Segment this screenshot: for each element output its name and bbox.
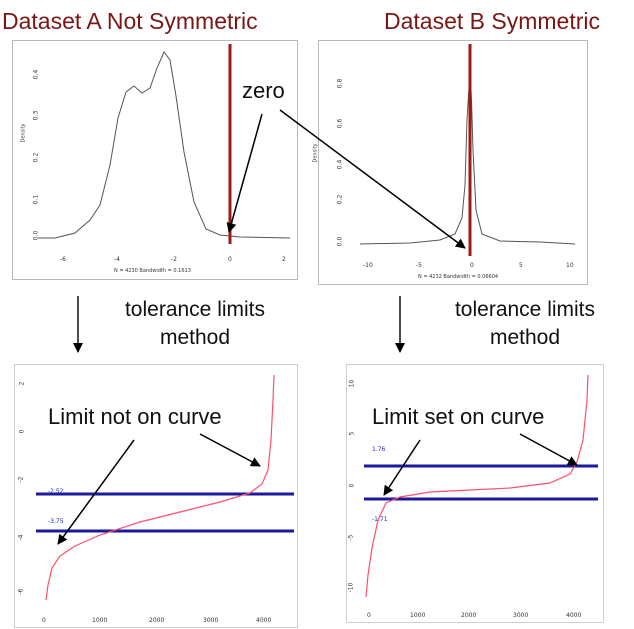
zero-label: zero <box>242 78 285 104</box>
zero-arrow-b <box>280 110 465 248</box>
zero-arrow-a <box>229 114 262 232</box>
density-b-curve <box>360 70 575 244</box>
limit-a-arrow-2 <box>200 434 260 466</box>
limit-a-arrow-1 <box>58 440 134 544</box>
limit-not-on-curve-label: Limit not on curve <box>48 404 222 430</box>
limit-b-arrow-2 <box>520 434 577 465</box>
limit-set-on-curve-label: Limit set on curve <box>372 404 544 430</box>
